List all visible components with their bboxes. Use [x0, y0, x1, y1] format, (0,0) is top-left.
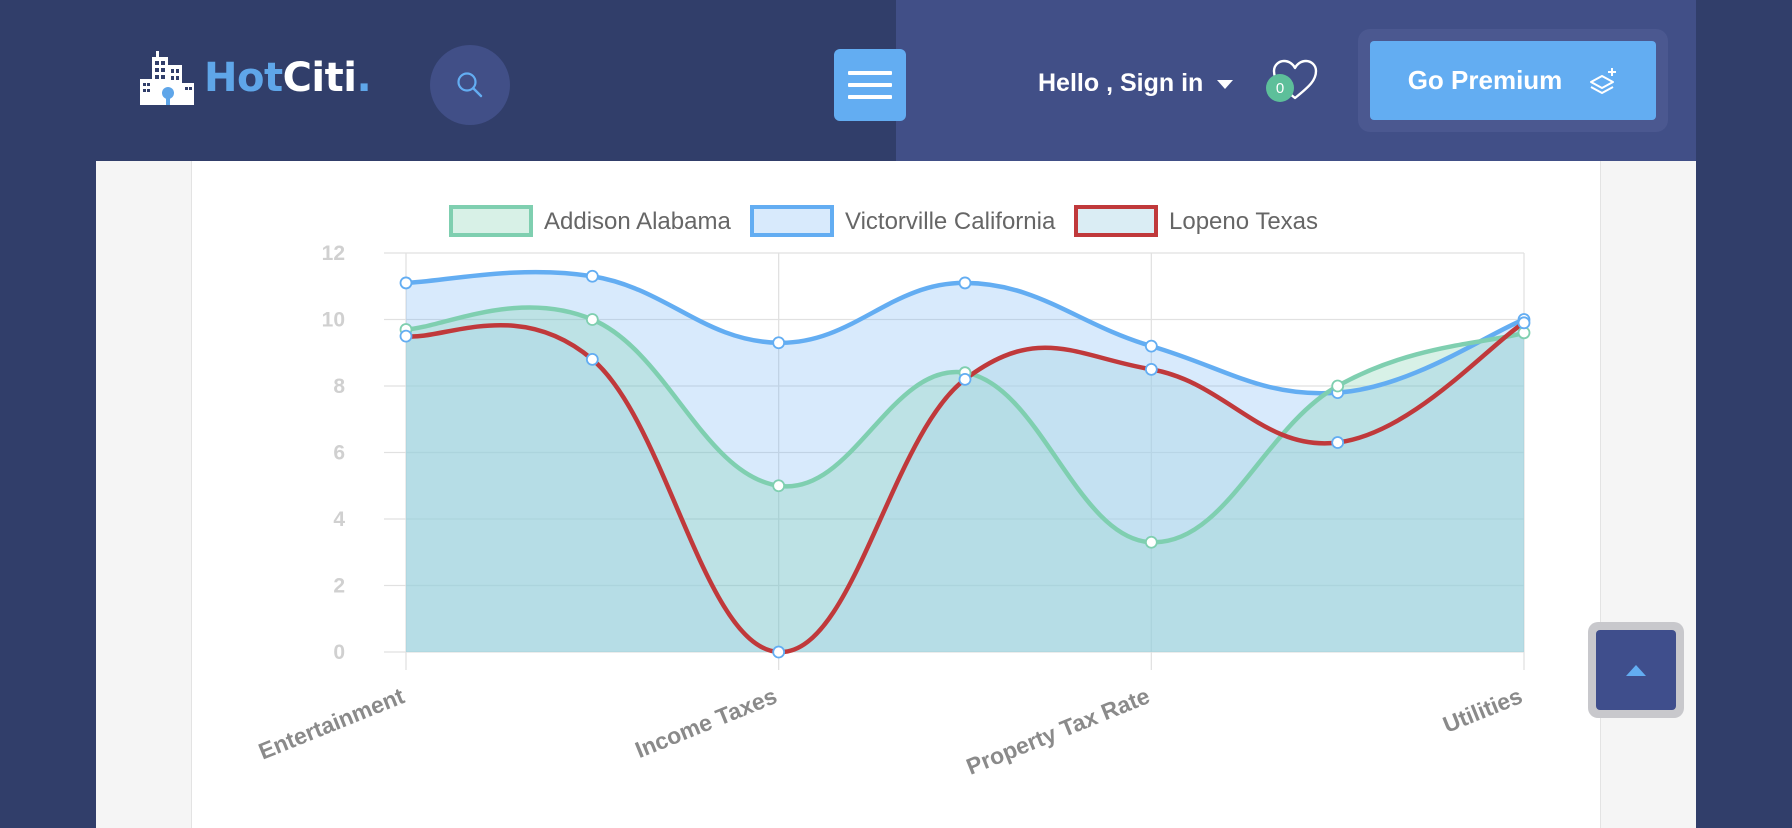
x-tick-label: Entertainment: [255, 682, 408, 764]
data-point: [585, 269, 599, 283]
series-area-1: [406, 272, 1524, 652]
caret-up-icon: [1626, 665, 1646, 676]
brand-logo[interactable]: HotCiti.: [138, 48, 372, 108]
brand-dot: .: [356, 55, 372, 101]
caret-down-icon: [1217, 80, 1234, 89]
go-premium-button[interactable]: Go Premium: [1370, 41, 1656, 120]
data-point: [585, 313, 599, 326]
y-tick-label: 10: [322, 309, 345, 332]
series-area-2: [406, 322, 1524, 653]
data-point: [1331, 436, 1345, 449]
wishlist-button[interactable]: 0: [1266, 58, 1318, 106]
data-point: [585, 352, 599, 366]
heart-icon: [1272, 59, 1318, 100]
legend-swatch: [1074, 205, 1158, 237]
x-tick-label: Property Tax Rate: [963, 683, 1154, 780]
data-point: [1517, 316, 1531, 330]
go-premium-label: Go Premium: [1407, 65, 1563, 95]
x-tick-label: Income Taxes: [631, 683, 780, 763]
stack-plus-icon: [1590, 67, 1617, 94]
menu-button[interactable]: [834, 49, 906, 121]
data-point: [399, 276, 413, 290]
wishlist-count-badge: 0: [1266, 74, 1294, 102]
y-tick-label: 8: [333, 375, 345, 398]
brand-wordmark: HotCiti.: [204, 55, 372, 101]
data-point: [1331, 379, 1345, 393]
legend-label: Victorville California: [845, 208, 1056, 235]
data-point: [958, 276, 972, 290]
scroll-to-top-button[interactable]: [1596, 630, 1676, 710]
data-point: [772, 479, 786, 493]
y-tick-label: 6: [333, 442, 345, 465]
brand-hot: Hot: [204, 55, 283, 101]
chart-card: 0 2 4 6 8 10 12 Entertainment Income Taxes Proper…: [191, 161, 1601, 828]
sign-in-dropdown[interactable]: Hello , Sign in: [1038, 66, 1234, 100]
city-buildings-icon: [140, 51, 194, 105]
legend-swatch: [449, 205, 533, 237]
y-tick-label: 4: [333, 508, 345, 531]
data-point: [1144, 339, 1158, 353]
data-point: [399, 329, 413, 343]
data-point: [772, 645, 786, 659]
legend-label: Addison Alabama: [544, 208, 731, 235]
data-point: [772, 336, 786, 350]
legend-label: Lopeno Texas: [1169, 208, 1318, 235]
brand-citi: Citi: [282, 55, 357, 101]
y-tick-label: 0: [333, 641, 345, 664]
y-tick-label: 12: [322, 242, 345, 265]
sign-in-label: Hello , Sign in: [1038, 68, 1204, 97]
search-icon: [457, 72, 483, 98]
data-point: [958, 372, 972, 386]
data-point: [1144, 362, 1158, 376]
series-area-0: [406, 307, 1524, 652]
scroll-top-frame: [1588, 622, 1684, 718]
search-button[interactable]: [430, 45, 510, 125]
legend-swatch: [750, 205, 834, 237]
data-point: [1144, 535, 1158, 549]
hamburger-menu-icon: [848, 71, 892, 99]
city-comparison-chart: 0 2 4 6 8 10 12 Entertainment Income Taxes Proper…: [255, 205, 1531, 780]
x-tick-label: Utilities: [1439, 683, 1526, 738]
premium-button-frame: Go Premium: [1358, 29, 1668, 132]
top-navbar: HotCiti. Hello , Sign in 0 Go Premium: [96, 0, 1696, 161]
y-tick-label: 2: [333, 575, 345, 598]
